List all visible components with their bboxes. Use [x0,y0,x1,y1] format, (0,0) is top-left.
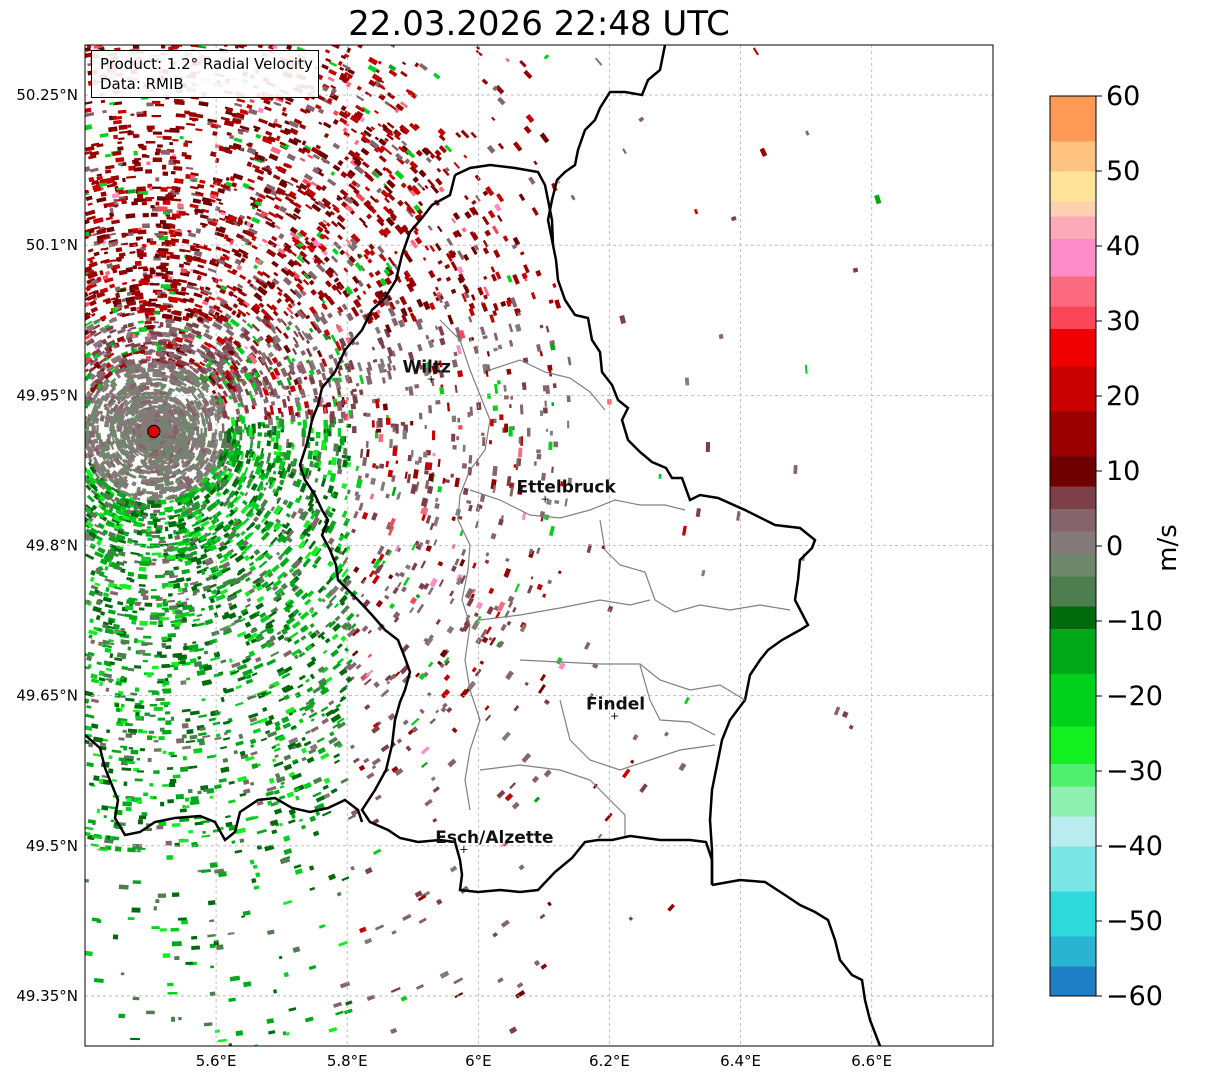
lon-tick-label: 6°E [465,1052,492,1070]
colorbar-band [1050,276,1096,307]
colorbar-band [1050,846,1096,892]
lat-tick-label: 49.5°N [26,837,78,855]
colorbar-band [1050,141,1096,172]
lon-tick-label: 5.6°E [196,1052,237,1070]
colorbar-band [1050,366,1096,412]
colorbar-band [1050,553,1096,577]
city-label: Wiltz [402,357,451,377]
lon-tick-label: 6.4°E [720,1052,761,1070]
city-marker: + [541,492,550,505]
city-labels: +Wiltz+Ettelbruck+Findel+Esch/Alzette [402,357,645,855]
colorbar-band [1050,411,1096,457]
colorbar-band [1050,216,1096,239]
colorbar-tick-label: −60 [1106,981,1163,1012]
colorbar-tick-label: 50 [1106,156,1140,187]
lon-tick-label: 5.8°E [327,1052,368,1070]
colorbar-band [1050,456,1096,487]
colorbar-band [1050,306,1096,329]
colorbar-tick-label: −50 [1106,906,1163,937]
colorbar-tick-label: −20 [1106,681,1163,712]
germany-border-north [546,45,817,885]
colorbar-band [1050,786,1096,817]
lon-tick-label: 6.6°E [851,1052,892,1070]
colorbar-band [1050,726,1096,764]
city-label: Findel [586,695,645,715]
map-title: 22.03.2026 22:48 UTC [348,4,730,44]
colorbar-band [1050,328,1096,367]
data-source-label: Data: RMIB [100,75,184,93]
belgium-france-border [85,734,364,842]
colorbar-band [1050,763,1096,787]
colorbar-tick-label: 10 [1106,456,1140,487]
colorbar-band [1050,936,1096,967]
colorbar-band [1050,966,1096,997]
radar-velocity-echoes [85,45,882,1046]
colorbar-band [1050,171,1096,202]
city-label: Esch/Alzette [435,828,553,848]
colorbar-tick-label: −10 [1106,606,1163,637]
lat-tick-label: 49.35°N [16,987,78,1005]
colorbar-tick-label: 40 [1106,231,1140,262]
colorbar: 60 50 40 30 20 10 0 −10 −20 −30 −40 −50 −60 [1049,81,1163,1012]
product-label: Product: 1.2° Radial Velocity [100,55,313,73]
lat-tick-label: 50.1°N [26,236,78,254]
colorbar-band [1050,96,1096,142]
colorbar-tick-label: 20 [1106,381,1140,412]
colorbar-band [1050,238,1096,277]
lon-tick-label: 6.2°E [589,1052,630,1070]
city-marker: + [426,372,435,385]
city-marker: + [610,710,619,723]
colorbar-band [1050,606,1096,629]
colorbar-tick-label: −40 [1106,831,1163,862]
cantonal-borders [439,319,791,836]
country-borders [85,45,882,1046]
colorbar-band [1050,201,1096,217]
colorbar-band [1050,531,1096,554]
colorbar-unit-label: m/s [1153,524,1183,572]
product-info-box: Product: 1.2° Radial Velocity Data: RMIB [91,50,319,98]
colorbar-tick-label: 0 [1106,531,1123,562]
lat-tick-label: 49.8°N [26,537,78,555]
radar-site-dot [147,424,161,438]
colorbar-band [1050,891,1096,937]
colorbar-tick-label: −30 [1106,756,1163,787]
lat-tick-label: 50.25°N [16,86,78,104]
lat-tick-label: 49.95°N [16,386,78,404]
colorbar-band [1050,508,1096,532]
axis-ticks: 5.6°E 5.8°E 6°E 6.2°E 6.4°E 6.6°E 50.25°N 50.1°… [16,86,892,1070]
city-label: Ettelbruck [517,477,617,497]
colorbar-band [1050,673,1096,727]
colorbar-band [1050,576,1096,607]
colorbar-tick-label: 30 [1106,306,1140,337]
colorbar-band [1050,486,1096,509]
luxembourg-border-west-south [298,163,714,894]
colorbar-band [1050,628,1096,674]
radar-site-marker [147,424,161,438]
lat-tick-label: 49.65°N [16,687,78,705]
map-gridlines [85,45,993,1046]
colorbar-band [1050,816,1096,847]
map-frame [84,44,994,1047]
colorbar-tick-label: 60 [1106,81,1140,112]
city-marker: + [459,843,468,856]
france-germany-border [711,878,882,1046]
